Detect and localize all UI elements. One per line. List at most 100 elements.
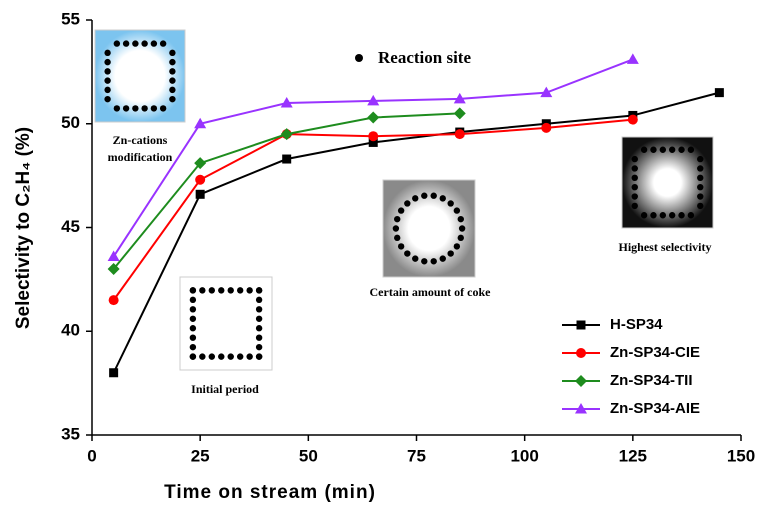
icon-dot — [123, 40, 129, 46]
icon-dot — [697, 156, 703, 162]
icon-dot — [632, 193, 638, 199]
marker — [715, 88, 724, 97]
icon-dot — [228, 353, 234, 359]
icon-dot — [190, 297, 196, 303]
icon-dot — [246, 353, 252, 359]
icon-dot — [697, 175, 703, 181]
icon-dot — [209, 287, 215, 293]
y-tick-label: 55 — [61, 9, 80, 28]
icon-dot — [209, 353, 215, 359]
y-axis-label: Selectivity to C₂H₄ (%) — [13, 127, 34, 329]
x-axis-label: Time on stream (min) — [164, 482, 376, 503]
icon-dot — [104, 87, 110, 93]
icon-dot — [169, 59, 175, 65]
marker — [109, 295, 119, 305]
icon-dot — [454, 207, 460, 213]
marker — [455, 129, 465, 139]
icon-dot — [132, 105, 138, 111]
icon-dot — [394, 235, 400, 241]
icon-dot — [132, 40, 138, 46]
icon-dot — [421, 258, 427, 264]
page: Time on stream (min) Selectivity to C₂H₄… — [0, 0, 766, 511]
icon-dot — [447, 200, 453, 206]
marker — [628, 115, 638, 125]
icon-dot — [669, 147, 675, 153]
icon-dot — [256, 325, 262, 331]
icon-dot — [660, 147, 666, 153]
marker — [368, 131, 378, 141]
icon-dot — [141, 105, 147, 111]
icon-dot — [632, 156, 638, 162]
icon-dot — [669, 212, 675, 218]
key-label: Reaction site — [378, 48, 471, 67]
icon-dot — [160, 40, 166, 46]
icon-dot — [237, 353, 243, 359]
icon-dot — [431, 258, 437, 264]
icon-dot — [632, 203, 638, 209]
icon-dot — [398, 243, 404, 249]
icon-dot — [641, 212, 647, 218]
icon-dot — [256, 297, 262, 303]
key-dot — [355, 54, 363, 62]
icon-dot — [104, 50, 110, 56]
icon-dot — [632, 165, 638, 171]
icon-dot — [114, 105, 120, 111]
icon-dot — [404, 250, 410, 256]
icon-dot — [199, 353, 205, 359]
icon-dot — [151, 40, 157, 46]
icon-dot — [104, 59, 110, 65]
icon-dot — [421, 193, 427, 199]
icon-dot — [169, 96, 175, 102]
icon-dot — [256, 306, 262, 312]
marker — [282, 155, 291, 164]
series-line — [114, 59, 633, 256]
marker — [196, 190, 205, 199]
icon-dot — [697, 184, 703, 190]
icon-dot — [458, 216, 464, 222]
legend-label: Zn-SP34-AIE — [610, 400, 700, 417]
icon-dot — [447, 250, 453, 256]
icon-dot — [394, 216, 400, 222]
y-tick-label: 35 — [61, 424, 80, 443]
marker — [541, 123, 551, 133]
icon-dot — [650, 212, 656, 218]
marker — [576, 348, 586, 358]
icon-dot — [190, 325, 196, 331]
y-tick-label: 50 — [61, 113, 80, 132]
icon-dot — [688, 147, 694, 153]
icon-dot — [650, 147, 656, 153]
icon-dot — [104, 77, 110, 83]
annotation: Highest selectivity — [619, 240, 712, 254]
x-tick-label: 150 — [727, 446, 755, 465]
icon-dot — [678, 212, 684, 218]
icon-dot — [169, 68, 175, 74]
legend-label: Zn-SP34-TII — [610, 372, 693, 389]
x-tick-label: 50 — [299, 446, 318, 465]
y-tick-label: 40 — [61, 321, 80, 340]
annotation: Certain amount of coke — [370, 285, 492, 299]
icon-dot — [190, 334, 196, 340]
icon-dot — [440, 255, 446, 261]
chart: Time on stream (min) Selectivity to C₂H₄… — [0, 0, 766, 506]
x-tick-label: 0 — [87, 446, 96, 465]
icon-dot — [169, 77, 175, 83]
icon-dot — [697, 203, 703, 209]
icon-dot — [632, 184, 638, 190]
marker — [281, 128, 293, 140]
annotation: Zn-cations — [113, 133, 168, 147]
legend-label: H-SP34 — [610, 316, 663, 333]
marker — [108, 251, 120, 261]
icon-dot — [459, 225, 465, 231]
x-tick-label: 100 — [510, 446, 538, 465]
icon-frame — [95, 30, 185, 122]
icon-dot — [190, 353, 196, 359]
icon-dot — [199, 287, 205, 293]
icon-dot — [169, 87, 175, 93]
icon-dot — [641, 147, 647, 153]
marker — [454, 107, 466, 119]
icon-dot — [190, 306, 196, 312]
icon-dot — [412, 195, 418, 201]
icon-dot — [218, 353, 224, 359]
icon-dot — [104, 96, 110, 102]
icon-dot — [256, 316, 262, 322]
